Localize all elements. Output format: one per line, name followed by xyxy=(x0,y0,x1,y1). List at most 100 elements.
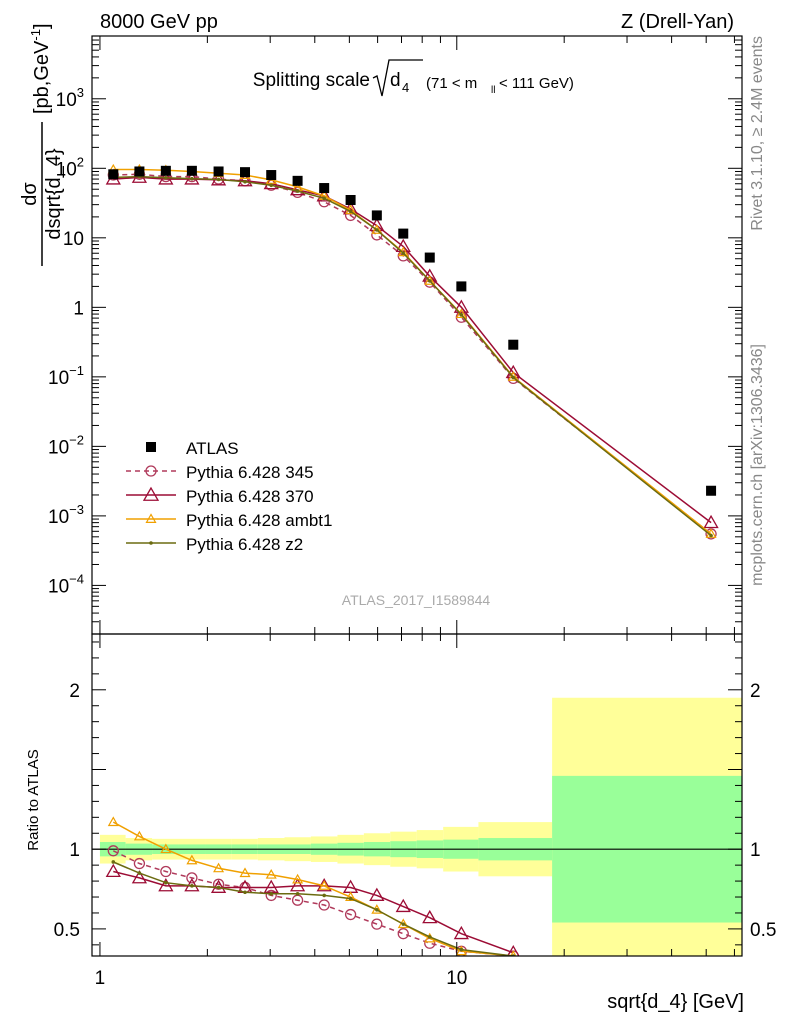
source-label: mcplots.cern.ch [arXiv:1306.3436] xyxy=(749,344,766,586)
y-tick-label: 103 xyxy=(56,85,84,111)
point-pythia-ambt1 xyxy=(371,224,383,234)
point-pythia-z2 xyxy=(216,177,221,182)
point-pythia-345 xyxy=(145,465,157,477)
point-pythia-z2 xyxy=(348,209,353,214)
data-point-atlas xyxy=(345,194,356,205)
series-pythia-6-428-345 xyxy=(107,168,717,540)
data-point-atlas xyxy=(292,175,303,186)
legend-item: Pythia 6.428 z2 xyxy=(126,535,303,554)
x-tick-label: 1 xyxy=(95,968,106,989)
series-atlas xyxy=(108,165,717,496)
point-pythia-z2 xyxy=(243,179,247,184)
data-point-atlas xyxy=(371,210,382,221)
y-tick-label: 1 xyxy=(73,298,84,319)
series-line xyxy=(113,870,514,954)
y-tick-label: 10−1 xyxy=(48,363,84,389)
data-point-atlas xyxy=(146,442,156,452)
point-pythia-370 xyxy=(395,898,411,913)
point-pythia-z2 xyxy=(216,885,221,890)
data-point-atlas xyxy=(108,169,119,180)
legend-item: Pythia 6.428 370 xyxy=(126,486,314,506)
data-point-atlas xyxy=(266,170,277,181)
data-point-atlas xyxy=(319,183,330,194)
point-pythia-z2 xyxy=(401,922,406,926)
point-pythia-ambt1 xyxy=(507,371,519,381)
point-pythia-345 xyxy=(371,918,383,930)
point-pythia-370 xyxy=(105,863,121,878)
point-pythia-345 xyxy=(265,889,277,902)
data-point-atlas xyxy=(706,485,717,496)
ratio-ylabel: Ratio to ATLAS xyxy=(25,749,42,850)
data-point-atlas xyxy=(398,228,409,239)
point-pythia-z2 xyxy=(295,892,300,896)
point-pythia-370 xyxy=(142,486,160,501)
point-pythia-ambt1 xyxy=(133,830,145,841)
point-pythia-z2 xyxy=(427,935,432,939)
point-pythia-345 xyxy=(397,928,409,940)
series-pythia-6-428-370 xyxy=(105,863,520,956)
ylabel-denominator: dsqrt{d_4} xyxy=(43,148,65,240)
point-pythia-345 xyxy=(186,872,198,884)
ratio-y-tick-label: 0.5 xyxy=(54,920,80,941)
point-pythia-ambt1 xyxy=(455,308,467,319)
series-line xyxy=(113,176,712,524)
x-tick-label: 10 xyxy=(446,968,467,989)
y-tick-label: 102 xyxy=(56,154,84,180)
point-pythia-370 xyxy=(453,925,469,940)
point-pythia-z2 xyxy=(190,176,194,181)
point-pythia-370 xyxy=(453,299,469,313)
series-pythia-6-428-z2 xyxy=(111,860,516,956)
series-line xyxy=(113,175,712,537)
point-pythia-ambt1 xyxy=(455,945,467,956)
point-pythia-z2 xyxy=(459,947,464,952)
point-pythia-z2 xyxy=(401,251,406,256)
x-axis-label: sqrt{d_4} [GeV] xyxy=(607,991,744,1013)
legend-label: Pythia 6.428 z2 xyxy=(186,535,303,554)
data-point-atlas xyxy=(134,166,145,177)
point-pythia-z2 xyxy=(269,183,274,188)
title-sqrt-sign xyxy=(372,59,423,97)
point-pythia-ambt1 xyxy=(145,513,157,523)
data-point-atlas xyxy=(508,339,519,350)
point-pythia-z2 xyxy=(375,907,379,912)
point-pythia-z2 xyxy=(348,896,353,901)
legend-label: ATLAS xyxy=(186,439,239,458)
data-point-atlas xyxy=(186,165,197,176)
ratio-frame xyxy=(91,633,743,957)
legend-item: Pythia 6.428 ambt1 xyxy=(126,511,332,530)
title-main: Splitting scale xyxy=(253,70,370,91)
point-pythia-z2 xyxy=(190,884,194,888)
ratio-series xyxy=(105,816,520,956)
series-line xyxy=(112,850,514,956)
point-pythia-ambt1 xyxy=(265,868,277,879)
point-pythia-345 xyxy=(160,865,172,878)
series-line xyxy=(112,821,514,956)
point-pythia-345 xyxy=(318,899,330,911)
data-point-atlas xyxy=(160,165,171,176)
point-pythia-345 xyxy=(133,857,146,870)
main-title: Splitting scale d 4 (71 < m ll < 111 GeV… xyxy=(253,59,574,97)
series-line xyxy=(113,173,712,535)
point-pythia-370 xyxy=(131,870,148,884)
legend: ATLAS Pythia 6.428 345 Pythia 6.428 370 Pyt… xyxy=(126,439,332,554)
y-tick-label: 10−4 xyxy=(48,571,84,597)
point-pythia-370 xyxy=(369,887,385,901)
watermark: ATLAS_2017_I1589844 xyxy=(342,592,491,608)
point-pythia-z2 xyxy=(295,189,300,193)
data-point-atlas xyxy=(456,281,467,292)
main-ylabel: dσ dsqrt{d_4} [pb,GeV-1] xyxy=(19,23,65,266)
point-pythia-z2 xyxy=(269,892,274,896)
point-pythia-370 xyxy=(158,878,174,892)
legend-label: Pythia 6.428 345 xyxy=(186,463,314,482)
main-series xyxy=(105,163,719,540)
point-pythia-z2 xyxy=(375,228,379,232)
ratio-y-tick-label-right: 0.5 xyxy=(750,920,776,941)
point-pythia-z2 xyxy=(149,541,153,545)
point-pythia-z2 xyxy=(164,176,168,180)
point-pythia-z2 xyxy=(137,871,142,875)
title-range-sub: ll xyxy=(491,85,495,96)
ratio-y-tick-label-right: 2 xyxy=(750,681,761,702)
ratio-plot: 1 10 2 2 1 1 0.5 0.5 xyxy=(54,633,776,989)
ratio-y-tick-label: 1 xyxy=(69,840,80,861)
point-pythia-z2 xyxy=(709,533,713,538)
